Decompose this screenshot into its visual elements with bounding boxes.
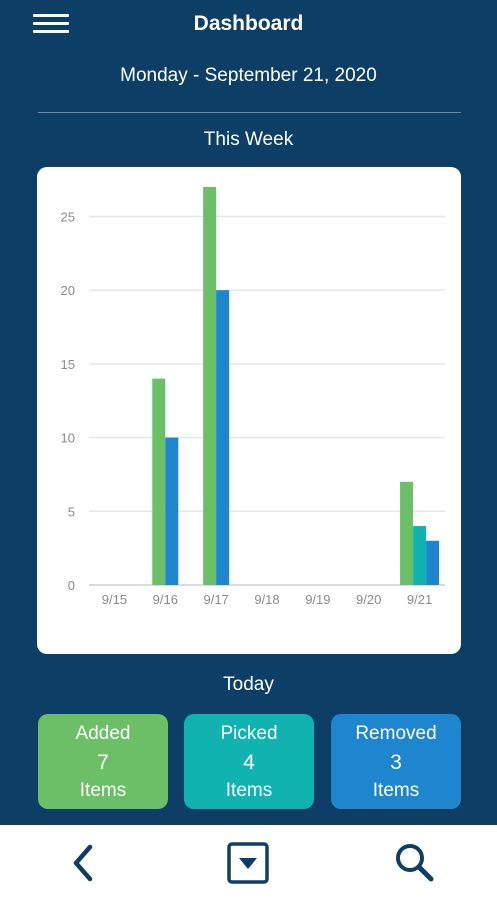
x-tick-label: 9/16	[153, 592, 178, 607]
weekly-bar-chart: 0 5 10 15 20 25 9/15 9/16 9/17 9/18 9/19 9/20 9/21	[61, 187, 445, 607]
x-tick-label: 9/15	[102, 592, 127, 607]
section-title-this-week: This Week	[203, 129, 294, 150]
bar-9-16-series-2	[165, 437, 179, 585]
bar-9-21-series-1	[413, 526, 427, 585]
bar-9-21-series-2	[426, 540, 440, 585]
bar-9-16-series-0	[152, 378, 166, 585]
hamburger-menu-icon[interactable]	[33, 12, 69, 36]
y-tick-label: 10	[61, 431, 75, 446]
x-tick-label: 9/18	[254, 592, 279, 607]
page-title: Dashboard	[193, 12, 304, 35]
header: Dashboard	[0, 0, 497, 52]
weekly-chart-card: 0 5 10 15 20 25 9/15 9/16 9/17 9/18 9/19 9/20 9/21	[37, 167, 461, 654]
added-label: Added	[75, 723, 131, 744]
dropdown-button[interactable]	[224, 839, 272, 887]
added-unit: Items	[79, 780, 127, 801]
added-items-card[interactable]: Added 7 Items	[38, 714, 168, 809]
y-tick-label: 20	[61, 283, 75, 298]
picked-count: 4	[243, 751, 255, 774]
x-tick-label: 9/20	[356, 592, 381, 607]
removed-count: 3	[390, 751, 402, 774]
picked-label: Picked	[220, 723, 278, 744]
bar-9-17-series-2	[216, 290, 230, 585]
picked-unit: Items	[225, 780, 273, 801]
chevron-left-icon	[73, 844, 93, 882]
dashboard-screen: Dashboard Monday - September 21, 2020 Th…	[0, 0, 497, 809]
bottom-navigation-bar	[0, 825, 497, 900]
removed-unit: Items	[372, 780, 420, 801]
back-button[interactable]	[60, 839, 108, 887]
y-tick-label: 15	[61, 357, 75, 372]
y-tick-label: 25	[61, 209, 75, 224]
current-date: Monday - September 21, 2020	[120, 65, 377, 86]
bar-9-21-series-0	[400, 481, 414, 585]
removed-label: Removed	[355, 723, 437, 744]
bar-9-17-series-0	[203, 187, 217, 585]
y-tick-label: 0	[68, 578, 75, 593]
x-tick-label: 9/19	[305, 592, 330, 607]
search-icon	[396, 844, 434, 882]
y-tick-label: 5	[68, 504, 75, 519]
removed-items-card[interactable]: Removed 3 Items	[331, 714, 461, 809]
x-tick-label: 9/21	[407, 592, 432, 607]
dropdown-box-icon	[227, 842, 269, 884]
x-tick-label: 9/17	[203, 592, 228, 607]
added-count: 7	[97, 751, 109, 774]
search-button[interactable]	[390, 839, 438, 887]
picked-items-card[interactable]: Picked 4 Items	[184, 714, 314, 809]
divider	[38, 112, 461, 113]
section-title-today: Today	[223, 674, 274, 695]
